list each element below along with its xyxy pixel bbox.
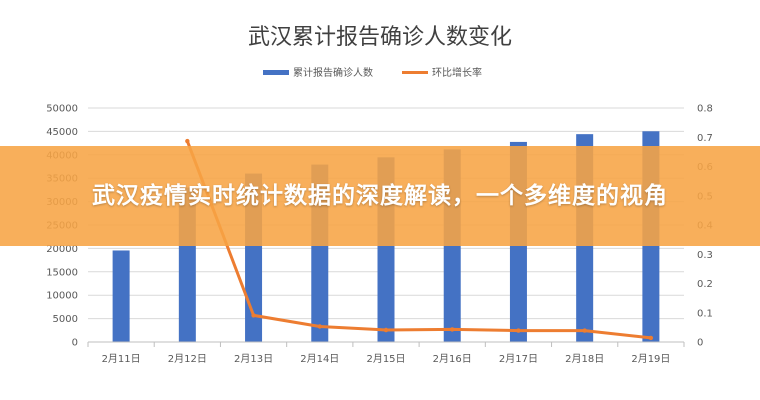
x-tick-label: 2月17日 [499,353,538,365]
x-tick-label: 2月13日 [234,353,273,365]
line-point [450,327,455,332]
left-tick-label: 20000 [46,244,78,255]
x-axis: 2月11日 2月12日 2月13日 2月14日 2月15日 2月16日 2月17日 2月18日… [87,341,685,365]
legend-label-line: 环比增长率 [432,66,482,79]
right-tick-label: 0 [697,338,703,349]
line-point [317,324,322,329]
right-tick-label: 0.3 [697,250,713,261]
x-tick-label: 2月16日 [433,353,472,365]
line-point [251,313,256,318]
headline-banner: 武汉疫情实时统计数据的深度解读，一个多维度的视角 [0,146,760,246]
line-point [185,138,190,144]
right-tick-label: 0.2 [697,279,713,290]
line-point [516,328,521,333]
x-tick-label: 2月18日 [565,353,604,365]
line-path [185,140,652,340]
legend-swatch-bars [263,70,289,75]
headline-text: 武汉疫情实时统计数据的深度解读，一个多维度的视角 [92,183,668,209]
line-point [582,328,587,333]
right-tick-label: 0.8 [697,104,713,115]
left-tick-label: 15000 [46,267,78,278]
right-tick-label: 0.7 [697,133,713,144]
left-tick-label: 5000 [53,314,78,325]
x-tick-label: 2月19日 [631,353,670,365]
left-tick-label: 50000 [46,104,78,115]
chart-title: 武汉累计报告确诊人数变化 [248,25,512,50]
bar [112,250,130,342]
right-tick-label: 0.1 [697,308,713,319]
left-tick-label: 10000 [46,291,78,302]
line-series [185,138,654,341]
legend-label-bars: 累计报告确诊人数 [293,66,373,79]
x-tick-label: 2月14日 [300,353,339,365]
left-tick-label: 45000 [46,127,78,138]
line-point [648,335,654,341]
x-tick-label: 2月11日 [102,353,141,365]
x-tick-label: 2月15日 [366,353,405,365]
x-tick-label: 2月12日 [168,353,207,365]
line-point [383,327,389,333]
legend: 累计报告确诊人数 环比增长率 [263,66,482,79]
left-tick-label: 0 [72,338,78,349]
